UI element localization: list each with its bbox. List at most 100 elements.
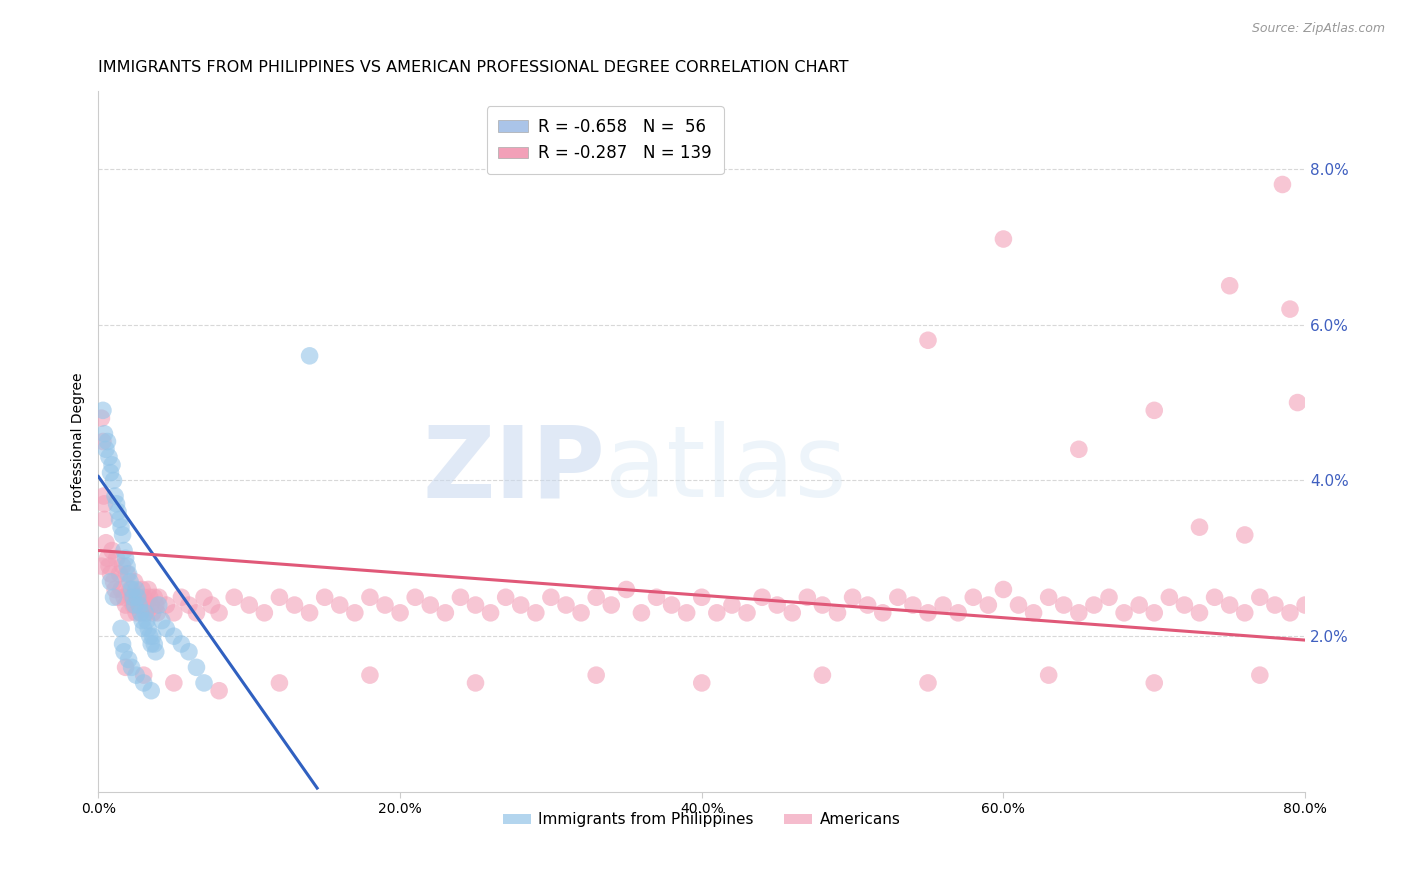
Point	[148, 598, 170, 612]
Point	[115, 566, 138, 581]
Point	[120, 582, 142, 597]
Point	[136, 621, 159, 635]
Point	[827, 606, 849, 620]
Point	[177, 598, 200, 612]
Point	[125, 668, 148, 682]
Point	[1098, 591, 1121, 605]
Point	[585, 668, 607, 682]
Point	[1271, 178, 1294, 192]
Point	[170, 591, 193, 605]
Point	[124, 598, 146, 612]
Point	[117, 566, 139, 581]
Point	[105, 551, 128, 566]
Point	[1128, 598, 1150, 612]
Point	[1143, 403, 1166, 417]
Point	[170, 637, 193, 651]
Point	[107, 591, 129, 605]
Point	[138, 629, 160, 643]
Point	[946, 606, 969, 620]
Point	[721, 598, 744, 612]
Point	[94, 535, 117, 549]
Point	[93, 489, 115, 503]
Point	[131, 614, 153, 628]
Point	[163, 676, 186, 690]
Point	[419, 598, 441, 612]
Point	[128, 598, 150, 612]
Point	[283, 598, 305, 612]
Point	[93, 497, 115, 511]
Point	[150, 614, 173, 628]
Point	[112, 543, 135, 558]
Point	[132, 591, 155, 605]
Point	[224, 591, 246, 605]
Point	[751, 591, 773, 605]
Point	[128, 598, 150, 612]
Point	[917, 676, 939, 690]
Point	[193, 676, 215, 690]
Text: IMMIGRANTS FROM PHILIPPINES VS AMERICAN PROFESSIONAL DEGREE CORRELATION CHART: IMMIGRANTS FROM PHILIPPINES VS AMERICAN …	[98, 60, 849, 75]
Point	[661, 598, 683, 612]
Point	[135, 614, 157, 628]
Point	[103, 574, 125, 589]
Point	[93, 426, 115, 441]
Point	[121, 582, 143, 597]
Point	[1204, 591, 1226, 605]
Point	[131, 582, 153, 597]
Point	[186, 606, 208, 620]
Text: atlas: atlas	[605, 421, 846, 518]
Point	[101, 458, 124, 472]
Point	[630, 606, 652, 620]
Point	[141, 683, 163, 698]
Text: ZIP: ZIP	[422, 421, 605, 518]
Point	[143, 637, 166, 651]
Point	[114, 598, 136, 612]
Point	[112, 591, 135, 605]
Point	[766, 598, 789, 612]
Point	[1112, 606, 1135, 620]
Point	[1219, 278, 1241, 293]
Point	[1249, 591, 1271, 605]
Point	[135, 606, 157, 620]
Point	[1173, 598, 1195, 612]
Point	[314, 591, 336, 605]
Point	[125, 582, 148, 597]
Point	[524, 606, 547, 620]
Point	[977, 598, 1000, 612]
Point	[104, 582, 127, 597]
Point	[155, 598, 177, 612]
Point	[129, 606, 152, 620]
Point	[298, 606, 321, 620]
Point	[479, 606, 502, 620]
Point	[1067, 606, 1090, 620]
Point	[1188, 520, 1211, 534]
Point	[1007, 598, 1029, 612]
Point	[129, 606, 152, 620]
Point	[1022, 606, 1045, 620]
Point	[120, 574, 142, 589]
Point	[110, 520, 132, 534]
Point	[108, 566, 131, 581]
Point	[329, 598, 352, 612]
Point	[134, 606, 156, 620]
Point	[122, 591, 145, 605]
Point	[841, 591, 863, 605]
Point	[208, 606, 231, 620]
Point	[856, 598, 879, 612]
Point	[117, 652, 139, 666]
Point	[675, 606, 697, 620]
Point	[122, 598, 145, 612]
Point	[114, 660, 136, 674]
Point	[374, 598, 396, 612]
Point	[917, 333, 939, 347]
Point	[186, 660, 208, 674]
Point	[142, 629, 165, 643]
Point	[706, 606, 728, 620]
Point	[132, 676, 155, 690]
Point	[148, 591, 170, 605]
Point	[1143, 676, 1166, 690]
Point	[796, 591, 818, 605]
Point	[145, 598, 167, 612]
Point	[132, 621, 155, 635]
Point	[90, 559, 112, 574]
Point	[115, 559, 138, 574]
